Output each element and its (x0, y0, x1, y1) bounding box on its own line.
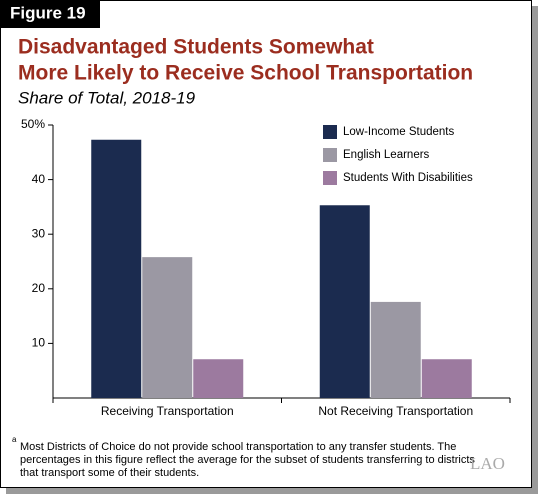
figure-label: Figure 19 (10, 3, 86, 22)
legend-label: English Learners (343, 149, 430, 161)
legend-swatch (323, 148, 337, 162)
legend-swatch (323, 125, 337, 139)
y-tick-label: 40 (32, 172, 46, 186)
bar (319, 205, 370, 398)
footnote: Most Districts of Choice do not provide … (20, 441, 456, 453)
chart-subtitle: Share of Total, 2018-19 (18, 88, 196, 107)
y-tick-label: 50% (21, 117, 45, 131)
x-tick-label: Not Receiving Transportation (318, 404, 473, 418)
frame (0, 0, 532, 488)
y-tick-label: 30 (32, 226, 46, 240)
legend-swatch (323, 171, 337, 185)
footnote-marker: a (12, 435, 17, 444)
legend-label: Students With Disabilities (343, 172, 473, 184)
footnote: percentages in this figure reflect the a… (20, 454, 475, 466)
y-tick-label: 10 (32, 336, 46, 350)
bar (142, 257, 193, 398)
footnote: that transport some of their students. (20, 467, 199, 479)
bar (193, 359, 244, 398)
chart-title: More Likely to Receive School Transporta… (18, 62, 473, 85)
bar (91, 139, 142, 398)
chart-title: Disadvantaged Students Somewhat (18, 36, 374, 59)
logo: LAO (470, 454, 505, 473)
bar (370, 301, 421, 398)
legend-label: Low-Income Students (343, 126, 454, 138)
y-tick-label: 20 (32, 281, 46, 295)
figure-label-box (0, 0, 100, 28)
bar (421, 359, 472, 398)
x-tick-label: Receiving Transportation (101, 404, 234, 418)
